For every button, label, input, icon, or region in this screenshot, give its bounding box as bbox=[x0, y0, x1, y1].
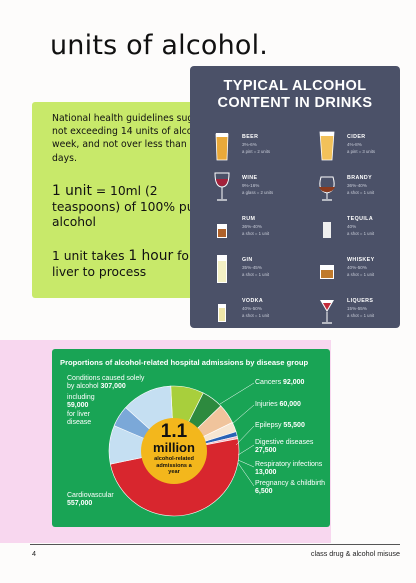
drink-abv: 40%-50% bbox=[347, 265, 367, 270]
drink-name: WHISKEY bbox=[347, 257, 375, 263]
drink-name: VODKA bbox=[242, 298, 264, 304]
label-liver-desc: for liver disease bbox=[67, 410, 92, 427]
drink-abv: 9%-16% bbox=[242, 183, 260, 188]
drink-units: a shot = 1 unit bbox=[242, 313, 270, 318]
page-number: 4 bbox=[32, 549, 36, 558]
label-epilepsy: Epilepsy 55,500 bbox=[255, 422, 305, 429]
drink-abv: 35%-45% bbox=[242, 265, 262, 270]
footer-section-title: class drug & alcohol misuse bbox=[310, 549, 400, 558]
label-cardiovascular: Cardiovascular 557,000 bbox=[67, 492, 114, 508]
drink-abv: 40%-50% bbox=[242, 306, 262, 311]
leader-line-6 bbox=[237, 462, 255, 487]
center-caption: alcohol-related admissions a year bbox=[154, 456, 194, 476]
drink-units: a pint = 3 units bbox=[347, 149, 376, 154]
label-conditions-value: 307,000 bbox=[100, 383, 126, 391]
hour-strong: 1 hour bbox=[128, 248, 174, 264]
label-liver-including: including bbox=[67, 394, 95, 401]
drinks-panel-title-line1: TYPICAL ALCOHOL bbox=[223, 78, 367, 94]
drink-item-liquers: LIQUERS 15%-55% a shot = 1 unit bbox=[295, 294, 395, 334]
drink-abv: 15%-55% bbox=[347, 306, 367, 311]
drink-item-rum: RUM 36%-40% a shot = 1 unit bbox=[190, 212, 290, 252]
drink-abv: 36%-40% bbox=[347, 183, 367, 188]
leader-line-2 bbox=[231, 404, 255, 425]
leader-line-5 bbox=[237, 459, 255, 468]
drink-units: a pint = 2 units bbox=[242, 149, 271, 154]
drink-name: GIN bbox=[242, 257, 253, 263]
drink-units: a shot = 1 unit bbox=[347, 231, 375, 236]
drinks-panel-title-line2: CONTENT IN DRINKS bbox=[217, 95, 373, 111]
drink-item-cider: CIDER 4%-8% a pint = 3 units bbox=[295, 130, 395, 170]
drink-abv: 3%-6% bbox=[242, 142, 257, 147]
leader-line-3 bbox=[235, 425, 255, 446]
footer-rule bbox=[30, 544, 400, 545]
drink-name: BRANDY bbox=[347, 175, 373, 181]
label-cancers: Cancers 92,000 bbox=[255, 379, 305, 386]
tequila-glass-icon bbox=[323, 222, 331, 238]
guidelines-text: National health guidelines suggest not e… bbox=[52, 113, 216, 164]
label-pregnancy: Pregnancy & childbirth 6,500 bbox=[255, 480, 326, 496]
drink-units: a shot = 1 unit bbox=[347, 272, 375, 277]
drink-item-beer: BEER 3%-6% a pint = 2 units bbox=[190, 130, 290, 170]
beer-glass-icon bbox=[215, 133, 229, 161]
drink-item-vodka: VODKA 40%-50% a shot = 1 unit bbox=[190, 294, 290, 334]
chart-title: Proportions of alcohol-related hospital … bbox=[60, 358, 309, 367]
page-title: units of alcohol. bbox=[50, 30, 269, 61]
drinks-panel: TYPICAL ALCOHOL CONTENT IN DRINKS BEER 3%… bbox=[190, 66, 400, 328]
drink-item-wine: WINE 9%-16% a glass = 2 units bbox=[190, 171, 290, 211]
drink-item-gin: GIN 35%-45% a shot = 1 unit bbox=[190, 253, 290, 293]
drink-abv: 36%-40% bbox=[242, 224, 262, 229]
drink-name: TEQUILA bbox=[347, 216, 374, 222]
label-liver-value: 59,000 bbox=[67, 402, 89, 410]
unit-rest: = 10ml (2 teaspoons) of 100% pure alcoho… bbox=[52, 184, 207, 229]
label-respiratory: Respiratory infections 13,000 bbox=[255, 461, 323, 477]
drink-units: a shot = 1 unit bbox=[242, 231, 270, 236]
drink-units: a glass = 2 units bbox=[242, 190, 274, 195]
label-digestive: Digestive diseases 27,500 bbox=[255, 439, 314, 455]
label-injuries: Injuries 60,000 bbox=[255, 401, 301, 408]
drink-units: a shot = 1 unit bbox=[347, 190, 375, 195]
brandy-glass-icon bbox=[319, 176, 335, 201]
drink-units: a shot = 1 unit bbox=[347, 313, 375, 318]
drink-item-tequila: TEQUILA 40% a shot = 1 unit bbox=[295, 212, 395, 252]
admissions-chart: Proportions of alcohol-related hospital … bbox=[52, 349, 330, 527]
label-conditions: Conditions caused solely by alcohol 307,… bbox=[67, 375, 147, 392]
drink-units: a shot = 1 unit bbox=[242, 272, 270, 277]
drink-abv: 40% bbox=[347, 224, 357, 229]
drinks-panel-title: TYPICAL ALCOHOL CONTENT IN DRINKS bbox=[190, 78, 400, 112]
hour-lead: 1 unit takes bbox=[52, 249, 129, 263]
center-disc: 1.1 million alcohol-related admissions a… bbox=[141, 418, 207, 484]
rum-glass-icon bbox=[217, 224, 227, 238]
drink-name: LIQUERS bbox=[347, 298, 374, 304]
drink-abv: 4%-8% bbox=[347, 142, 362, 147]
drink-name: RUM bbox=[242, 216, 256, 222]
drink-name: WINE bbox=[242, 175, 258, 181]
cider-glass-icon bbox=[319, 131, 335, 161]
leader-line-4 bbox=[237, 444, 255, 456]
unit-definition: 1 unit = 10ml (2 teaspoons) of 100% pure… bbox=[52, 183, 222, 231]
liqueur-glass-icon bbox=[320, 300, 334, 324]
drink-name: BEER bbox=[242, 134, 259, 140]
center-unit: million bbox=[153, 440, 195, 455]
vodka-glass-icon bbox=[218, 304, 226, 322]
label-liver: including 59,000 for liver disease bbox=[67, 394, 112, 428]
unit-strong: 1 unit bbox=[52, 183, 92, 199]
center-value: 1.1 bbox=[160, 421, 188, 442]
drink-item-whiskey: WHISKEY 40%-50% a shot = 1 unit bbox=[295, 253, 395, 293]
gin-glass-icon bbox=[217, 255, 227, 283]
drink-item-brandy: BRANDY 36%-40% a shot = 1 unit bbox=[295, 171, 395, 211]
drink-name: CIDER bbox=[347, 134, 366, 140]
wine-glass-icon bbox=[214, 172, 230, 201]
whiskey-glass-icon bbox=[320, 265, 334, 279]
label-conditions-text: Conditions caused solely by alcohol bbox=[67, 375, 145, 391]
leader-line-1 bbox=[219, 382, 255, 405]
